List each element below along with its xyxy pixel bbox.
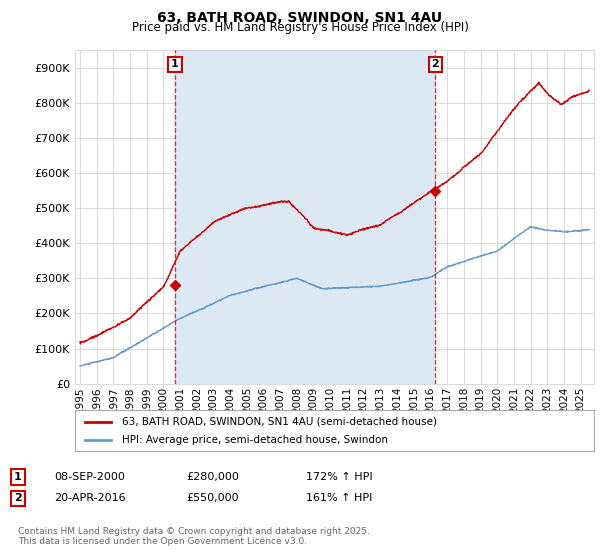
- Text: Contains HM Land Registry data © Crown copyright and database right 2025.
This d: Contains HM Land Registry data © Crown c…: [18, 527, 370, 546]
- Text: 2: 2: [14, 493, 22, 503]
- Text: HPI: Average price, semi-detached house, Swindon: HPI: Average price, semi-detached house,…: [122, 435, 388, 445]
- Bar: [175, 50, 436, 384]
- Text: 63, BATH ROAD, SWINDON, SN1 4AU: 63, BATH ROAD, SWINDON, SN1 4AU: [157, 11, 443, 25]
- Text: 1: 1: [14, 472, 22, 482]
- Text: 20-APR-2016: 20-APR-2016: [54, 493, 125, 503]
- Text: 1: 1: [171, 59, 179, 69]
- Text: 2: 2: [431, 59, 439, 69]
- Text: 63, BATH ROAD, SWINDON, SN1 4AU (semi-detached house): 63, BATH ROAD, SWINDON, SN1 4AU (semi-de…: [122, 417, 437, 427]
- Text: 08-SEP-2000: 08-SEP-2000: [54, 472, 125, 482]
- Text: £280,000: £280,000: [186, 472, 239, 482]
- Text: £550,000: £550,000: [186, 493, 239, 503]
- Text: 161% ↑ HPI: 161% ↑ HPI: [306, 493, 373, 503]
- Text: 172% ↑ HPI: 172% ↑ HPI: [306, 472, 373, 482]
- Text: Price paid vs. HM Land Registry's House Price Index (HPI): Price paid vs. HM Land Registry's House …: [131, 21, 469, 34]
